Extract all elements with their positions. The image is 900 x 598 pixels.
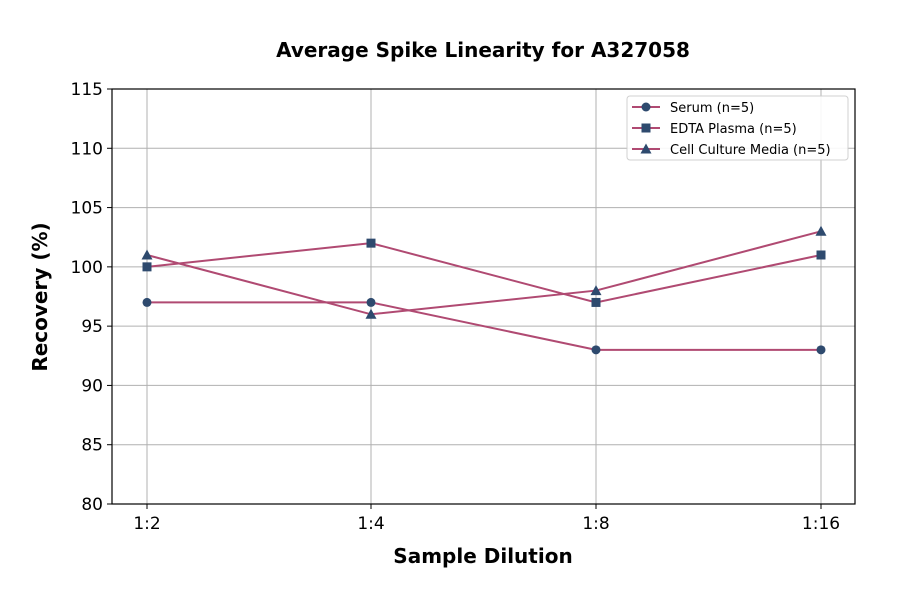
x-tick-label: 1:16	[802, 514, 840, 534]
legend-box	[626, 95, 849, 161]
y-tick-label: 100	[71, 258, 103, 278]
x-tick-label: 1:8	[582, 514, 609, 534]
y-tick-label: 110	[71, 139, 103, 159]
legend-label: Serum (n=5)	[670, 101, 754, 116]
y-tick-label: 80	[81, 495, 103, 515]
data-point	[142, 262, 152, 272]
data-point	[365, 308, 377, 319]
legend-label: Cell Culture Media (n=5)	[670, 143, 831, 158]
y-tick-label: 95	[81, 317, 103, 337]
data-point	[590, 285, 602, 296]
data-point	[591, 297, 601, 307]
data-point	[141, 249, 153, 260]
x-tick-label: 1:4	[357, 514, 384, 534]
x-axis-label: Sample Dilution	[393, 544, 572, 568]
data-point	[366, 238, 376, 248]
y-axis-label: Recovery (%)	[28, 222, 52, 371]
data-point	[816, 345, 826, 355]
legend-marker	[640, 143, 652, 154]
data-point	[815, 225, 827, 236]
data-point	[816, 250, 826, 260]
y-tick-label: 90	[81, 376, 103, 396]
data-point	[142, 297, 152, 307]
legend-label: EDTA Plasma (n=5)	[670, 122, 797, 137]
series-line	[146, 242, 822, 304]
y-tick-label: 85	[81, 436, 103, 456]
legend-marker	[641, 102, 651, 112]
series-line	[146, 230, 822, 316]
data-point	[366, 297, 376, 307]
chart-title: Average Spike Linearity for A327058	[276, 38, 690, 62]
y-tick-label: 115	[71, 80, 103, 100]
plot-frame	[111, 88, 856, 505]
legend-marker	[641, 123, 651, 133]
series-line	[147, 301, 821, 351]
y-tick-label: 105	[71, 199, 103, 219]
data-point	[591, 345, 601, 355]
x-tick-label: 1:2	[133, 514, 160, 534]
